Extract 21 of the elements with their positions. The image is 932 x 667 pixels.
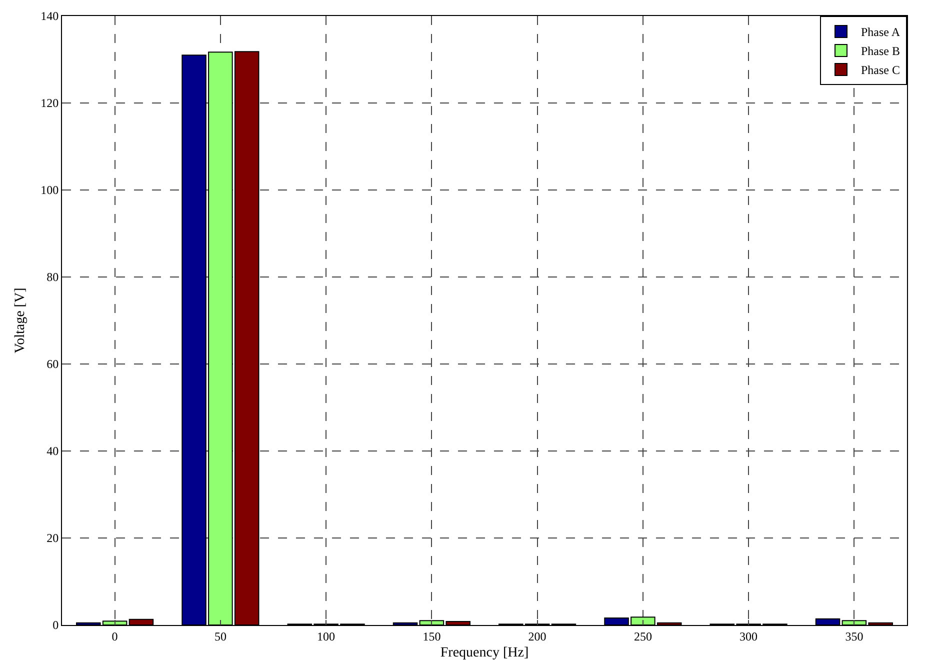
legend-label: Phase C — [861, 63, 900, 78]
x-tick-label: 250 — [634, 629, 652, 644]
x-tick-label: 150 — [422, 629, 441, 644]
legend-label: Phase A — [861, 25, 900, 40]
x-tick-label: 0 — [112, 629, 118, 644]
y-tick-label: 80 — [46, 270, 59, 284]
x-axis-title: Frequency [Hz] — [440, 646, 529, 661]
y-axis-title: Voltage [V] — [13, 288, 28, 354]
y-tick-label: 140 — [40, 9, 59, 24]
y-tick-label: 20 — [46, 531, 59, 546]
y-tick-label: 60 — [46, 357, 59, 372]
x-tick-label: 300 — [740, 629, 758, 644]
y-tick-label: 0 — [52, 618, 59, 632]
legend-label: Phase B — [861, 44, 900, 58]
x-tick-label: 50 — [214, 629, 226, 644]
x-tick-label: 100 — [317, 629, 336, 644]
y-tick-label: 100 — [40, 183, 59, 198]
y-tick-label: 40 — [46, 444, 59, 458]
x-tick-label: 200 — [528, 629, 546, 644]
y-tick-label: 120 — [40, 96, 59, 110]
x-tick-label: 350 — [845, 629, 864, 644]
